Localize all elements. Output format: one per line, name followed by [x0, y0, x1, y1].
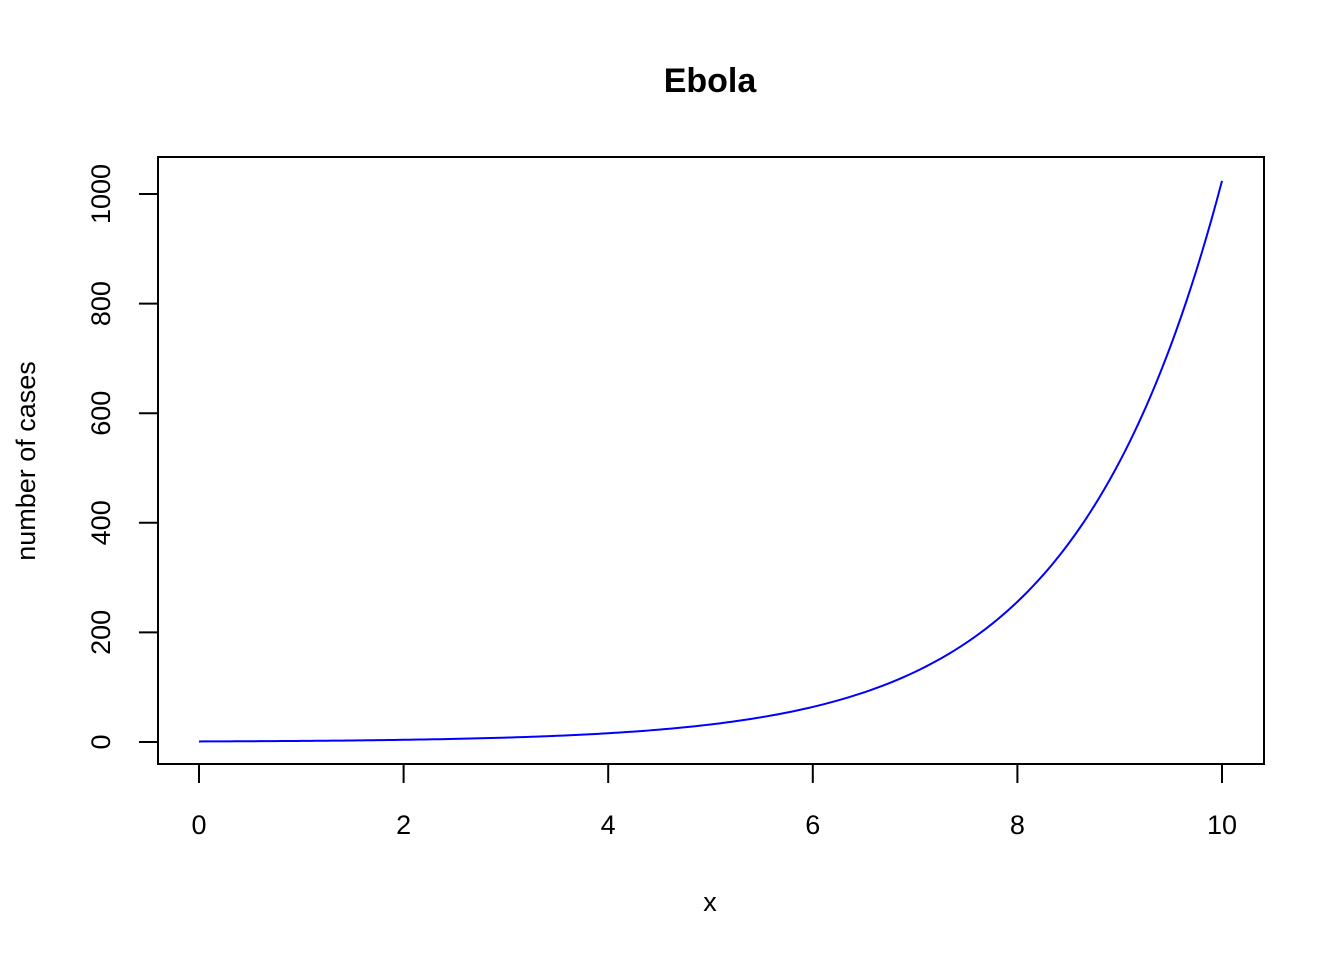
x-tick-label: 10	[1207, 810, 1237, 840]
y-tick-label: 200	[86, 610, 116, 655]
series-line	[198, 180, 1223, 743]
y-axis: 0 200 400 600 800 1000	[86, 164, 159, 750]
x-tick-label: 6	[805, 810, 820, 840]
x-axis: 0 2 4 6 8 10	[191, 763, 1237, 840]
chart-title: Ebola	[664, 62, 758, 100]
x-tick-label: 2	[396, 810, 411, 840]
x-axis-label: x	[703, 887, 717, 917]
x-tick-label: 8	[1010, 810, 1025, 840]
plot-frame	[157, 156, 1265, 765]
y-tick-label: 400	[86, 500, 116, 545]
y-axis-label: number of cases	[11, 361, 41, 561]
x-tick-label: 0	[191, 810, 206, 840]
y-tick-label: 800	[86, 281, 116, 326]
series-layer	[198, 180, 1223, 743]
y-tick-label: 0	[86, 734, 116, 749]
y-tick-label: 1000	[86, 164, 116, 224]
x-tick-label: 4	[601, 810, 616, 840]
y-tick-label: 600	[86, 391, 116, 436]
